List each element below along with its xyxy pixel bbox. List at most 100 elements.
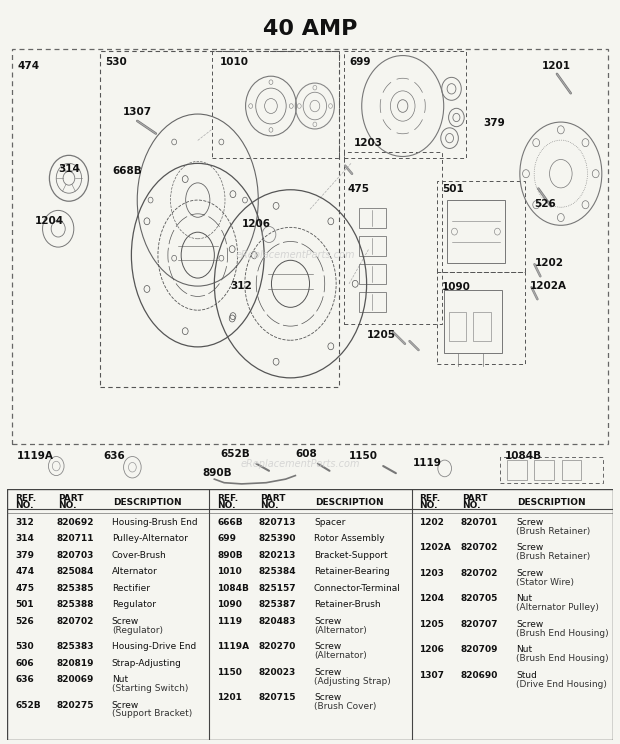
Text: (Brush Retainer): (Brush Retainer) [516, 552, 590, 561]
Text: 1202: 1202 [419, 518, 444, 527]
Text: 1084B: 1084B [505, 451, 542, 461]
Text: 1307: 1307 [123, 106, 152, 117]
Text: NO.: NO. [217, 501, 236, 510]
Text: 1202: 1202 [534, 258, 564, 268]
Text: 820707: 820707 [460, 620, 498, 629]
Text: 820692: 820692 [56, 518, 94, 527]
Text: 312: 312 [230, 281, 252, 291]
Text: REF.: REF. [217, 494, 239, 503]
Text: 820703: 820703 [56, 551, 94, 559]
Text: Cover-Brush: Cover-Brush [112, 551, 167, 559]
Text: eReplacementParts.com: eReplacementParts.com [236, 250, 355, 260]
Text: 825084: 825084 [56, 567, 94, 576]
Text: NO.: NO. [58, 501, 77, 510]
Text: (Drive End Housing): (Drive End Housing) [516, 680, 607, 689]
Text: Bracket-Support: Bracket-Support [314, 551, 388, 559]
Text: 314: 314 [16, 534, 34, 543]
Text: DESCRIPTION: DESCRIPTION [517, 498, 585, 507]
Text: 1205: 1205 [419, 620, 444, 629]
Bar [562, 460, 582, 481]
Text: 1201: 1201 [542, 61, 571, 71]
Bar [344, 152, 442, 324]
Text: 666B: 666B [217, 518, 243, 527]
Text: Screw: Screw [516, 569, 543, 578]
Text: Regulator: Regulator [112, 600, 156, 609]
Text: 1203: 1203 [419, 569, 444, 578]
Text: 530: 530 [16, 642, 34, 651]
Bar [437, 181, 525, 272]
Text: 820715: 820715 [259, 693, 296, 702]
Text: 1307: 1307 [419, 671, 445, 680]
Text: 1010: 1010 [220, 57, 249, 68]
Text: REF.: REF. [16, 494, 37, 503]
Text: 1119A: 1119A [17, 451, 54, 461]
Text: NO.: NO. [419, 501, 438, 510]
Text: eReplacementParts.com: eReplacementParts.com [241, 458, 360, 469]
Bar [213, 51, 339, 158]
Text: Nut: Nut [516, 645, 532, 655]
Text: 1204: 1204 [35, 216, 64, 225]
Text: Rectifier: Rectifier [112, 583, 150, 593]
Text: Rotor Assembly: Rotor Assembly [314, 534, 384, 543]
Bar [507, 460, 526, 481]
Text: REF.: REF. [419, 494, 440, 503]
Bar [359, 263, 386, 284]
Text: Screw: Screw [314, 642, 341, 651]
Text: 820705: 820705 [460, 594, 498, 603]
Text: Screw: Screw [314, 693, 341, 702]
Text: 820069: 820069 [56, 675, 94, 684]
Text: PART: PART [260, 494, 286, 503]
Bar [359, 292, 386, 312]
Text: 475: 475 [16, 583, 34, 593]
Text: 530: 530 [105, 57, 126, 68]
Text: 636: 636 [103, 451, 125, 461]
Text: 820819: 820819 [56, 658, 94, 667]
Text: 820702: 820702 [56, 617, 94, 626]
Text: 1202A: 1202A [529, 281, 567, 291]
Text: 820270: 820270 [259, 642, 296, 651]
Text: 1206: 1206 [242, 219, 271, 229]
Text: Connector-Terminal: Connector-Terminal [314, 583, 401, 593]
Text: 606: 606 [16, 658, 34, 667]
Text: 1119: 1119 [412, 458, 441, 468]
Text: DESCRIPTION: DESCRIPTION [315, 498, 384, 507]
Text: 890B: 890B [203, 467, 232, 478]
Text: 1090: 1090 [217, 600, 242, 609]
Text: Screw: Screw [112, 617, 139, 626]
Text: 636: 636 [16, 675, 34, 684]
Text: Screw: Screw [516, 518, 543, 527]
Text: 820701: 820701 [460, 518, 498, 527]
Text: 699: 699 [349, 57, 371, 68]
Text: (Alternator): (Alternator) [314, 626, 366, 635]
Text: Screw: Screw [516, 620, 543, 629]
Bar [437, 272, 525, 364]
Text: Strap-Adjusting: Strap-Adjusting [112, 658, 182, 667]
Text: 501: 501 [442, 184, 464, 193]
Text: Pulley-Alternator: Pulley-Alternator [112, 534, 188, 543]
Text: 820483: 820483 [259, 617, 296, 626]
Bar [359, 208, 386, 228]
Text: (Regulator): (Regulator) [112, 626, 163, 635]
Text: 1090: 1090 [442, 282, 471, 292]
Text: 1119: 1119 [217, 617, 242, 626]
Text: Spacer: Spacer [314, 518, 345, 527]
Text: Screw: Screw [516, 543, 543, 552]
Text: 1205: 1205 [366, 330, 396, 341]
Text: 820690: 820690 [460, 671, 498, 680]
Bar [449, 312, 466, 341]
Text: Screw: Screw [314, 667, 341, 676]
Bar [444, 289, 502, 353]
Text: 379: 379 [16, 551, 34, 559]
Text: 652B: 652B [16, 701, 41, 710]
Text: DESCRIPTION: DESCRIPTION [113, 498, 182, 507]
Text: 825388: 825388 [56, 600, 94, 609]
Text: 1150: 1150 [217, 667, 242, 676]
Text: (Alternator Pulley): (Alternator Pulley) [516, 603, 599, 612]
Text: 820702: 820702 [460, 569, 498, 578]
Text: 825384: 825384 [259, 567, 296, 576]
Text: 652B: 652B [220, 449, 250, 458]
Text: Nut: Nut [112, 675, 128, 684]
Text: 1202A: 1202A [419, 543, 451, 552]
Bar [473, 312, 490, 341]
Text: 1150: 1150 [349, 451, 378, 461]
